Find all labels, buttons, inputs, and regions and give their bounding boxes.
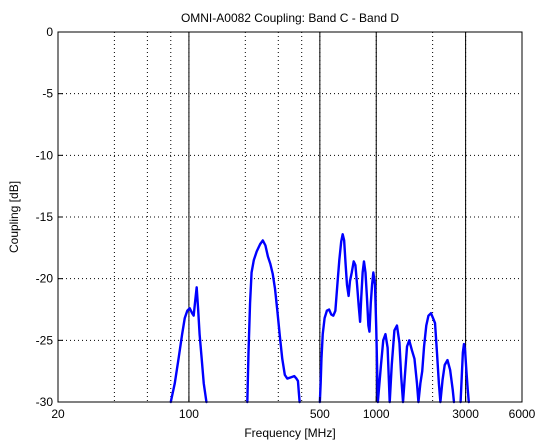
x-tick-label: 100 bbox=[179, 407, 199, 421]
coupling-series-line bbox=[318, 233, 456, 404]
x-tick-label: 20 bbox=[51, 407, 65, 421]
y-tick-label: -25 bbox=[36, 333, 54, 347]
x-tick-label: 6000 bbox=[509, 407, 536, 421]
x-tick-label: 1000 bbox=[363, 407, 390, 421]
x-axis-label: Frequency [MHz] bbox=[244, 426, 335, 440]
x-tick-label: 500 bbox=[310, 407, 330, 421]
y-tick-label: -10 bbox=[36, 148, 54, 162]
y-tick-label: -30 bbox=[36, 395, 54, 409]
x-tick-labels: 20 100 500 1000 3000 6000 bbox=[51, 397, 536, 421]
series-group bbox=[169, 233, 470, 404]
coupling-series-line bbox=[169, 286, 208, 404]
coupling-series-line bbox=[459, 342, 470, 404]
x-tick-label: 3000 bbox=[452, 407, 479, 421]
coupling-series-line bbox=[246, 239, 301, 404]
y-tick-label: 0 bbox=[46, 25, 53, 39]
y-tick-label: -5 bbox=[42, 87, 53, 101]
y-axis-label: Coupling [dB] bbox=[7, 181, 21, 253]
y-tick-label: -20 bbox=[36, 272, 54, 286]
y-tick-labels: 0 -5 -10 -15 -20 -25 -30 bbox=[36, 25, 63, 409]
y-tick-label: -15 bbox=[36, 210, 54, 224]
chart-title: OMNI-A0082 Coupling: Band C - Band D bbox=[181, 11, 399, 25]
